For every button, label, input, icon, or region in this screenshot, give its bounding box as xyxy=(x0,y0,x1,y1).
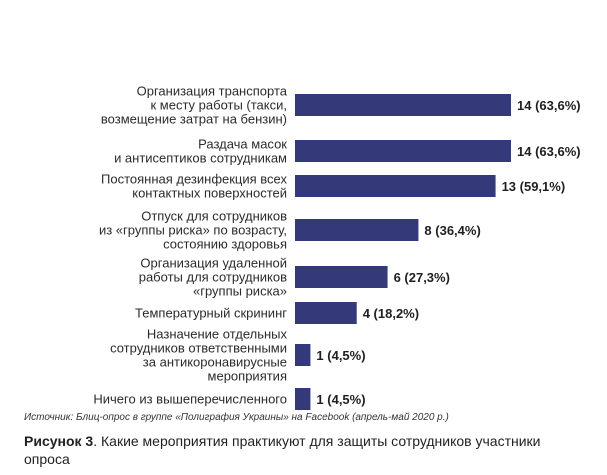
value-label-2: 14 (63,6%) xyxy=(517,144,581,159)
category-label-line: мероприятия xyxy=(208,369,287,384)
value-label-5: 6 (27,3%) xyxy=(394,270,450,285)
category-label-4: Отпуск для сотрудников из «группы риска» … xyxy=(99,209,287,252)
figure-number: Рисунок 3 xyxy=(24,433,94,449)
caption-text: . Какие мероприятия практикуют для защит… xyxy=(24,433,541,467)
bar-8 xyxy=(295,388,311,410)
bar-4 xyxy=(295,219,419,241)
bars-layer xyxy=(295,94,511,410)
bar-6 xyxy=(295,302,357,324)
bar-3 xyxy=(295,175,496,197)
category-label-line: Организация удаленной xyxy=(140,256,287,271)
category-label-2: Раздача масок и антисептиков сотрудникам xyxy=(114,137,287,166)
category-label-1: Организация транспорта к месту работы (та… xyxy=(101,84,288,127)
category-label-7: Назначение отдельных сотрудников ответств… xyxy=(110,327,287,384)
value-label-8: 1 (4,5%) xyxy=(316,392,365,407)
category-label-line: Температурный скрининг xyxy=(135,306,287,321)
category-label-line: контактных поверхностей xyxy=(132,186,287,201)
bar-chart: Организация транспорта к месту работы (та… xyxy=(93,84,581,410)
value-label-3: 13 (59,1%) xyxy=(502,179,566,194)
category-label-3: Постоянная дезинфекция всех контактных по… xyxy=(101,172,287,201)
value-label-7: 1 (4,5%) xyxy=(316,348,365,363)
source-note: Источник: Блиц-опрос в группе «Полиграфи… xyxy=(24,412,449,423)
value-label-1: 14 (63,6%) xyxy=(517,98,581,113)
value-labels: 14 (63,6%) 14 (63,6%) 13 (59,1%) 8 (36,4%) 6… xyxy=(316,98,580,407)
category-label-line: состоянию здоровья xyxy=(163,237,287,252)
category-label-line: Организация транспорта xyxy=(137,84,288,99)
category-label-line: из «группы риска» по возрасту, xyxy=(99,223,287,238)
category-label-line: работы для сотрудников xyxy=(139,270,287,285)
category-label-line: сотрудников ответственными xyxy=(110,341,287,356)
category-label-line: за антикоронавирусные xyxy=(143,355,287,370)
bar-1 xyxy=(295,94,511,116)
category-label-line: Ничего из вышеперечисленного xyxy=(93,392,287,407)
value-label-4: 8 (36,4%) xyxy=(424,223,480,238)
category-labels: Организация транспорта к месту работы (та… xyxy=(93,84,287,407)
category-label-line: Отпуск для сотрудников xyxy=(141,209,287,224)
category-label-line: Раздача масок xyxy=(198,137,287,152)
figure-caption: Рисунок 3. Какие мероприятия практикуют … xyxy=(24,432,584,468)
category-label-6: Температурный скрининг xyxy=(135,306,287,321)
category-label-line: и антисептиков сотрудникам xyxy=(114,151,287,166)
category-label-line: Постоянная дезинфекция всех xyxy=(101,172,287,187)
bar-2 xyxy=(295,140,511,162)
category-label-line: возмещение затрат на бензин) xyxy=(101,112,287,127)
category-label-line: к месту работы (такси, xyxy=(150,98,287,113)
bar-5 xyxy=(295,266,388,288)
category-label-line: «группы риска» xyxy=(193,284,287,299)
bar-7 xyxy=(295,344,311,366)
value-label-6: 4 (18,2%) xyxy=(363,306,419,321)
category-label-5: Организация удаленной работы для сотрудни… xyxy=(139,256,287,299)
category-label-8: Ничего из вышеперечисленного xyxy=(93,392,287,407)
category-label-line: Назначение отдельных xyxy=(147,327,288,342)
